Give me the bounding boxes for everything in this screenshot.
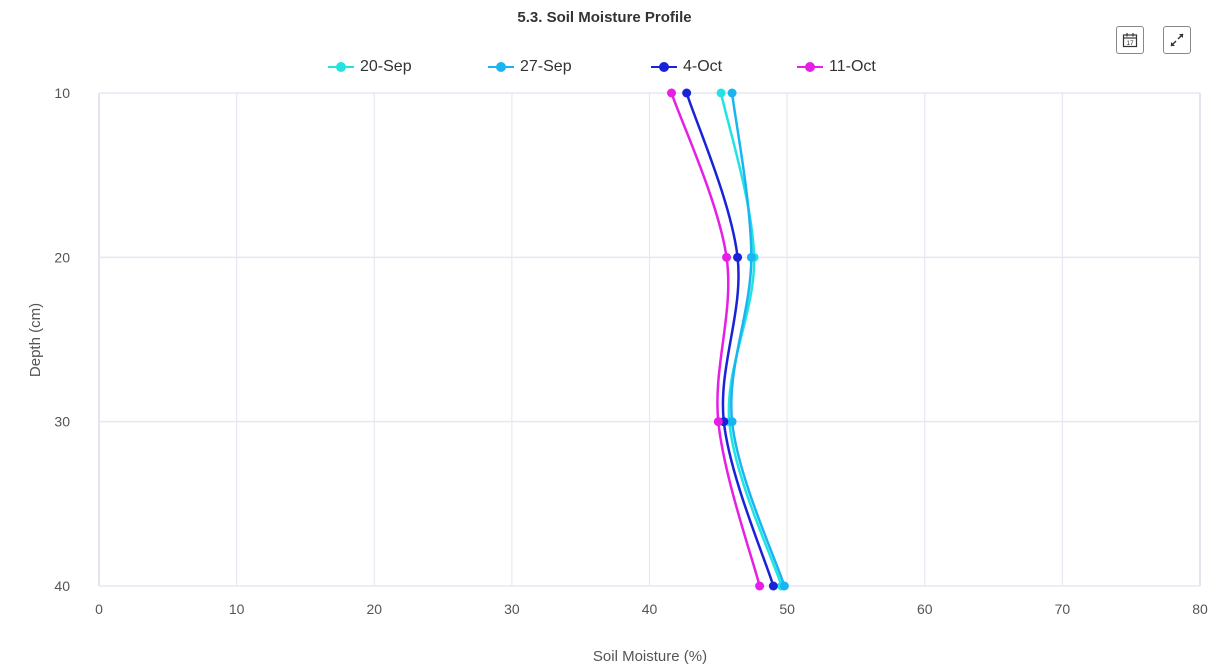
expand-button[interactable] xyxy=(1163,26,1191,54)
series-line xyxy=(685,92,775,587)
y-axis-title: Depth (cm) xyxy=(27,303,44,377)
calendar-button[interactable]: 17 xyxy=(1116,26,1144,54)
data-point[interactable] xyxy=(733,252,743,262)
legend-item-20-sep[interactable]: 20-Sep xyxy=(328,55,412,79)
chart-title: 5.3. Soil Moisture Profile xyxy=(517,9,692,26)
data-point[interactable] xyxy=(755,581,765,591)
series-4-oct xyxy=(682,88,778,591)
x-tick-label: 40 xyxy=(642,601,658,617)
data-point[interactable] xyxy=(682,88,692,98)
data-point[interactable] xyxy=(746,252,756,262)
series-27-sep xyxy=(727,88,789,591)
chart-legend: 20-Sep 27-Sep 4-Oct 11-Oct xyxy=(0,55,1209,79)
data-point[interactable] xyxy=(713,417,723,427)
series-line xyxy=(730,92,786,587)
legend-label: 11-Oct xyxy=(829,58,876,75)
x-tick-label: 20 xyxy=(366,601,382,617)
x-tick-label: 70 xyxy=(1055,601,1071,617)
series-20-sep xyxy=(716,88,787,591)
legend-label: 4-Oct xyxy=(683,58,723,75)
calendar-icon: 17 xyxy=(1122,33,1138,48)
y-tick-label: 30 xyxy=(54,414,70,430)
data-point[interactable] xyxy=(722,252,732,262)
x-tick-label: 80 xyxy=(1192,601,1208,617)
x-axis-ticks: 0 10 20 30 40 50 60 70 80 xyxy=(95,601,1208,617)
legend-marker-icon xyxy=(797,61,823,73)
data-point[interactable] xyxy=(768,581,778,591)
x-tick-label: 60 xyxy=(917,601,933,617)
x-tick-label: 0 xyxy=(95,601,103,617)
legend-marker-icon xyxy=(651,61,677,73)
series-line xyxy=(670,92,761,587)
y-tick-label: 40 xyxy=(54,578,70,594)
data-point[interactable] xyxy=(779,581,789,591)
legend-item-27-sep[interactable]: 27-Sep xyxy=(488,55,572,79)
legend-marker-icon xyxy=(328,61,354,73)
series-11-oct xyxy=(667,88,765,591)
expand-icon xyxy=(1170,33,1184,47)
x-tick-label: 50 xyxy=(779,601,795,617)
data-point[interactable] xyxy=(716,88,726,98)
x-tick-label: 10 xyxy=(229,601,245,617)
grid-lines xyxy=(98,92,1201,587)
legend-item-11-oct[interactable]: 11-Oct xyxy=(797,55,876,79)
legend-item-4-oct[interactable]: 4-Oct xyxy=(651,55,722,79)
legend-label: 20-Sep xyxy=(360,58,412,75)
data-point[interactable] xyxy=(667,88,677,98)
y-tick-label: 20 xyxy=(54,249,70,265)
legend-label: 27-Sep xyxy=(520,58,572,75)
y-axis-ticks: 10 20 30 40 xyxy=(54,85,70,594)
data-point[interactable] xyxy=(727,417,737,427)
y-tick-label: 10 xyxy=(54,85,70,101)
x-axis-title: Soil Moisture (%) xyxy=(593,648,707,665)
legend-marker-icon xyxy=(488,61,514,73)
svg-text:17: 17 xyxy=(1126,40,1134,47)
series-group xyxy=(667,88,789,591)
data-point[interactable] xyxy=(727,88,737,98)
x-tick-label: 30 xyxy=(504,601,520,617)
